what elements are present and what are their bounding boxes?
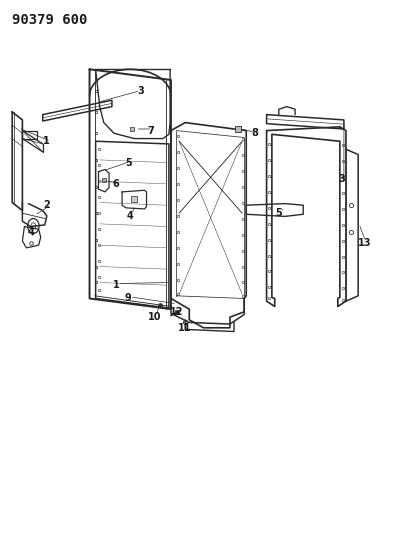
Text: 1: 1 xyxy=(44,136,50,146)
Text: 2: 2 xyxy=(44,200,50,210)
Text: 13: 13 xyxy=(357,238,371,247)
Text: 90379 600: 90379 600 xyxy=(12,13,88,27)
Text: 5: 5 xyxy=(276,208,282,218)
Text: 4: 4 xyxy=(27,227,34,237)
Text: 10: 10 xyxy=(148,312,162,322)
Text: 1: 1 xyxy=(113,280,119,290)
Text: 9: 9 xyxy=(125,294,131,303)
Text: 3: 3 xyxy=(339,174,345,183)
Text: 3: 3 xyxy=(137,86,144,95)
Text: 5: 5 xyxy=(125,158,131,167)
Text: 11: 11 xyxy=(178,323,192,333)
Text: 4: 4 xyxy=(127,211,133,221)
Text: 8: 8 xyxy=(251,128,258,138)
Text: 6: 6 xyxy=(113,179,119,189)
Text: 7: 7 xyxy=(147,126,154,135)
Text: 12: 12 xyxy=(170,307,184,317)
